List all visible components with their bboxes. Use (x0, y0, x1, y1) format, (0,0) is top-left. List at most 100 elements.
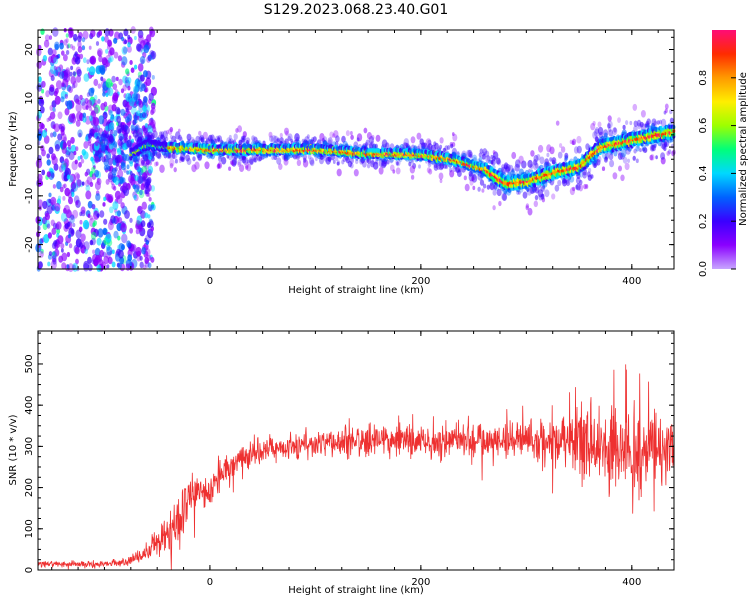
spectrogram-cell (375, 134, 381, 142)
colorbar: 0.00.20.40.60.8 Normalized spectral ampl… (698, 30, 749, 277)
spectrogram-cell (554, 184, 560, 192)
spectrogram-cell (534, 162, 539, 169)
spectrogram-cell (488, 159, 492, 164)
spectrogram-cell (61, 82, 65, 87)
spectrogram-cell (60, 243, 65, 249)
colorbar-tick-label: 0.8 (698, 70, 709, 86)
spectrogram-cell (57, 66, 61, 73)
spectrogram-cell (78, 226, 83, 233)
spectrogram-cell (54, 41, 60, 50)
spectrogram-cell (147, 131, 153, 140)
spectrogram-y-tick-label: 20 (24, 43, 35, 56)
spectrogram-cell (485, 155, 491, 164)
spectrogram-cell (560, 146, 566, 153)
spectrogram-cell (102, 88, 106, 93)
spectrogram-cell (426, 167, 431, 174)
spectrogram-cell (134, 174, 139, 182)
spectrogram-cell (386, 159, 390, 165)
spectrogram-cell (69, 44, 73, 49)
spectrogram-cell (88, 115, 93, 122)
spectrogram-cell (95, 41, 100, 46)
spectrogram-cell (664, 103, 669, 110)
spectrogram-cell (43, 39, 50, 48)
spectrogram-cell (63, 39, 68, 46)
spectrogram-cell (85, 190, 92, 200)
spectrogram-cell (122, 143, 127, 151)
spectrogram-cell (122, 75, 128, 84)
spectrogram-cell (147, 165, 154, 174)
spectrogram-cell (371, 159, 375, 165)
spectrogram-cell (427, 139, 432, 146)
colorbar-tick-label: 0.6 (698, 118, 709, 134)
spectrogram-cell (109, 206, 114, 214)
spectrogram-cell (72, 222, 76, 228)
spectrogram-cell (532, 159, 538, 166)
spectrogram-cell (104, 35, 109, 43)
spectrogram-cell (544, 189, 550, 198)
spectrogram-cell (237, 125, 243, 133)
spectrogram-cell (253, 158, 257, 163)
spectrogram-cell (349, 157, 354, 164)
spectrogram-cell (200, 136, 205, 143)
spectrogram-cell (74, 159, 78, 165)
spectrogram-cell (632, 103, 638, 111)
spectrogram-cell (359, 158, 364, 165)
spectrogram-cell (526, 188, 532, 196)
spectrogram-cell (455, 167, 460, 174)
spectrogram-cell (88, 141, 92, 147)
spectrogram-cell (97, 50, 102, 57)
spectrogram-cell (323, 154, 329, 162)
spectrogram-cell (242, 131, 247, 138)
spectrogram-cell (582, 171, 587, 179)
spectrogram-cell (80, 158, 85, 164)
spectrogram-cell (102, 111, 108, 120)
spectrogram-cell (374, 143, 378, 149)
spectrogram-cell (469, 154, 473, 159)
spectrogram-cell (463, 175, 467, 181)
spectrogram-cell (78, 161, 82, 168)
spectrogram-cell (85, 179, 90, 187)
spectrogram-cell (639, 148, 642, 153)
spectrogram-cell (120, 108, 126, 116)
spectrogram-cell (170, 134, 173, 140)
spectrogram-cell (594, 127, 600, 134)
spectrogram-cell (135, 219, 141, 227)
spectrogram-cell (94, 156, 100, 164)
spectrogram-cell (81, 181, 85, 186)
spectrogram-cell (248, 156, 254, 164)
spectrogram-cell (583, 183, 587, 190)
spectrogram-cell (73, 150, 77, 156)
spectrogram-cell (103, 101, 108, 107)
spectrogram-cell (633, 120, 638, 127)
spectrogram-cell (336, 161, 340, 166)
spectrogram-cell (119, 135, 123, 142)
spectrogram-cell (501, 192, 507, 201)
spectrogram-cell (93, 117, 100, 127)
spectrogram-cell (162, 130, 168, 139)
spectrogram-cell (515, 159, 521, 168)
spectrogram-cell (92, 249, 96, 255)
spectrogram-cell (179, 136, 183, 142)
spectrogram-cell (160, 133, 164, 139)
spectrogram-cell (365, 139, 370, 146)
spectrogram-cell (51, 251, 57, 260)
spectrogram-cell (100, 152, 104, 158)
spectrogram-cell (315, 157, 318, 162)
spectrogram-cell (518, 155, 524, 164)
spectrogram-cell (129, 227, 134, 234)
spectrogram-cell (141, 154, 145, 159)
spectrogram-cell (504, 190, 508, 195)
spectrogram-cell (39, 122, 44, 129)
spectrogram-cell (536, 154, 541, 161)
spectrogram-cell (121, 233, 128, 244)
spectrogram-cell (144, 212, 149, 219)
spectrogram-cell (124, 39, 128, 45)
spectrogram-cell (113, 130, 118, 137)
spectrogram-cell (412, 163, 417, 169)
spectrogram-cell (38, 98, 45, 107)
spectrogram-cell (253, 156, 258, 163)
spectrogram-cell (595, 136, 599, 142)
spectrogram-cell (54, 202, 61, 212)
spectrogram-cell (439, 178, 443, 184)
